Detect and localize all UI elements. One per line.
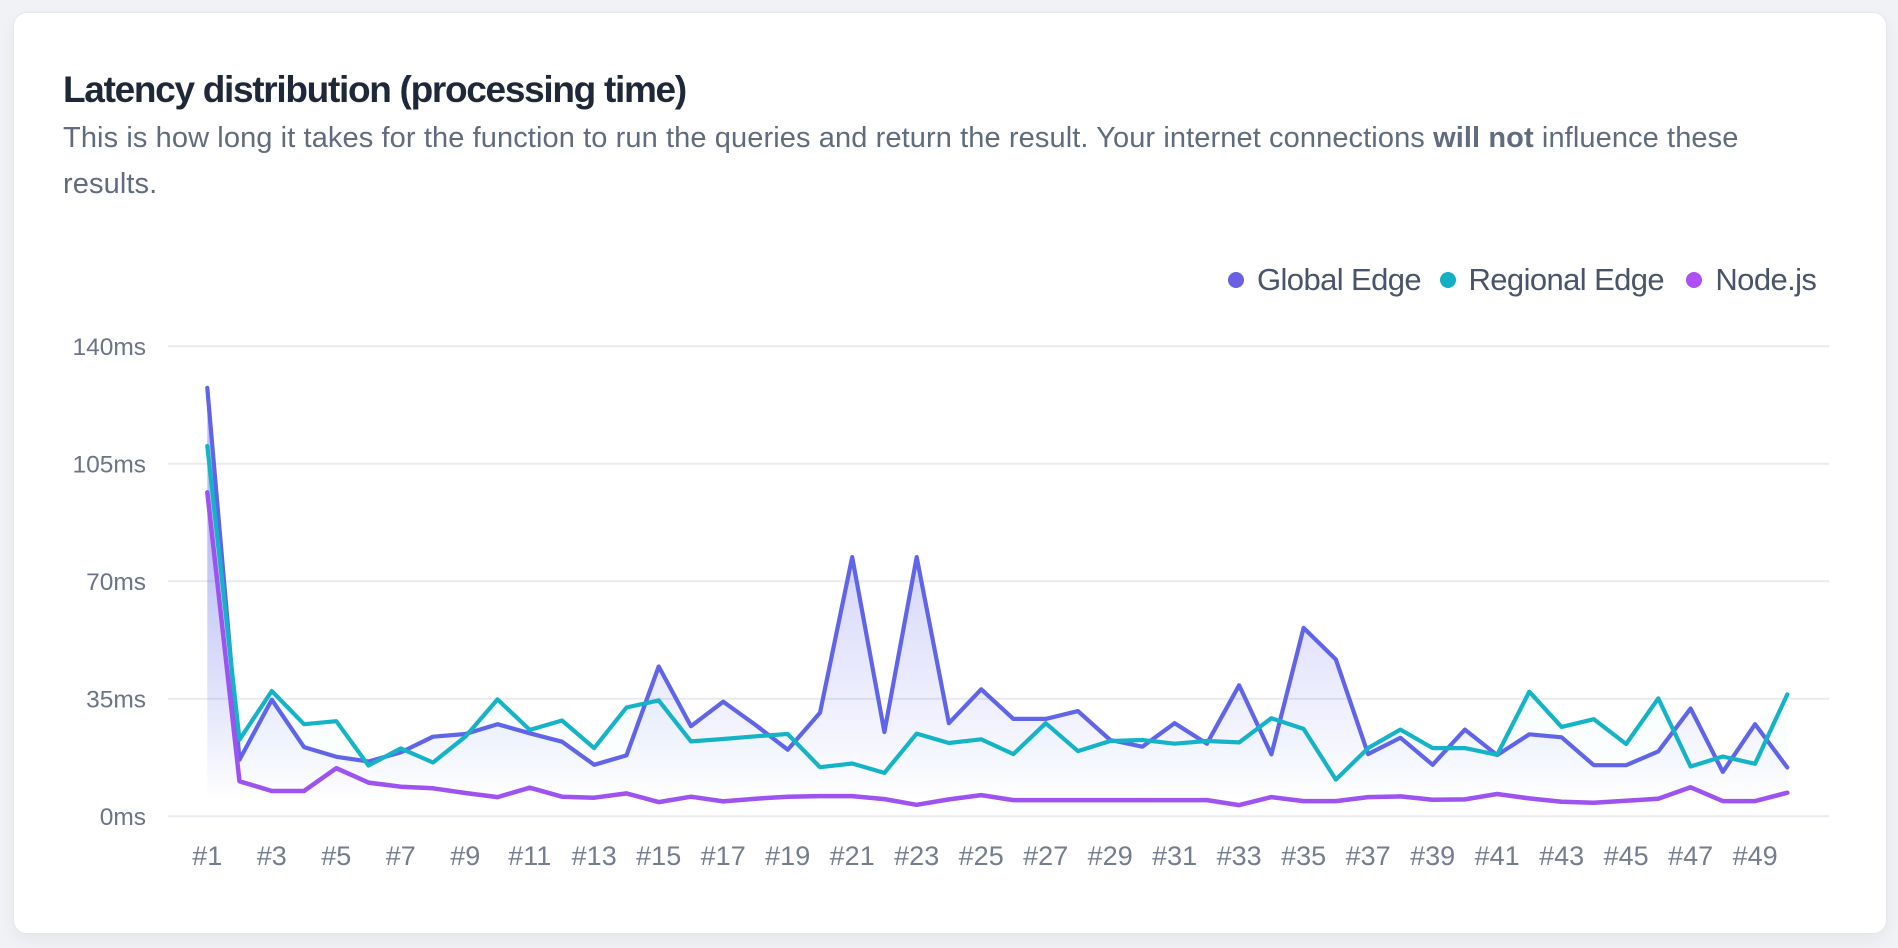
svg-text:0ms: 0ms: [100, 804, 146, 831]
svg-text:#45: #45: [1604, 841, 1649, 871]
svg-text:#9: #9: [450, 841, 480, 871]
svg-text:#37: #37: [1346, 841, 1391, 871]
svg-text:#3: #3: [257, 841, 287, 871]
svg-text:#25: #25: [959, 841, 1004, 871]
svg-text:#7: #7: [386, 841, 416, 871]
svg-text:105ms: 105ms: [72, 452, 146, 479]
svg-text:#11: #11: [508, 841, 551, 871]
svg-text:#39: #39: [1410, 841, 1455, 871]
svg-text:#33: #33: [1217, 841, 1262, 871]
svg-text:70ms: 70ms: [86, 569, 146, 596]
svg-text:#1: #1: [192, 841, 222, 871]
svg-text:#15: #15: [636, 841, 681, 871]
svg-text:#13: #13: [572, 841, 617, 871]
svg-text:#43: #43: [1539, 841, 1584, 871]
svg-text:#27: #27: [1023, 841, 1068, 871]
svg-text:#21: #21: [830, 841, 875, 871]
svg-text:#29: #29: [1088, 841, 1133, 871]
svg-text:#5: #5: [321, 841, 351, 871]
svg-text:#41: #41: [1475, 841, 1520, 871]
svg-text:#49: #49: [1733, 841, 1778, 871]
svg-text:#47: #47: [1668, 841, 1713, 871]
svg-text:#35: #35: [1281, 841, 1326, 871]
svg-text:#19: #19: [765, 841, 810, 871]
svg-text:#31: #31: [1152, 841, 1197, 871]
svg-text:140ms: 140ms: [72, 334, 146, 361]
svg-text:#17: #17: [701, 841, 746, 871]
svg-text:35ms: 35ms: [86, 686, 146, 713]
svg-text:#23: #23: [894, 841, 939, 871]
